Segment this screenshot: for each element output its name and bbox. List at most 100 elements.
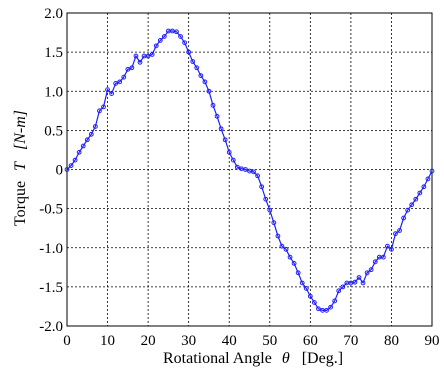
data-point bbox=[393, 231, 398, 237]
data-point bbox=[251, 169, 256, 175]
data-point bbox=[190, 59, 196, 64]
data-point bbox=[360, 280, 366, 286]
data-point bbox=[109, 91, 115, 96]
data-point bbox=[429, 168, 435, 174]
x-tick-label: 10 bbox=[100, 333, 115, 349]
data-point bbox=[372, 259, 378, 265]
y-tick-label: -1.0 bbox=[39, 241, 63, 257]
data-point bbox=[157, 37, 163, 43]
data-point bbox=[133, 53, 139, 59]
data-point bbox=[137, 59, 143, 65]
data-point bbox=[76, 149, 82, 155]
data-point bbox=[384, 243, 390, 249]
y-tick-label: 1.0 bbox=[44, 84, 63, 100]
data-point bbox=[117, 79, 123, 85]
y-tick-label: -0.5 bbox=[39, 202, 63, 218]
y-axis-title-unit: [N-m] bbox=[12, 110, 29, 150]
data-point bbox=[307, 293, 313, 299]
x-tick-label: 50 bbox=[262, 333, 277, 349]
data-point bbox=[145, 53, 151, 59]
y-axis-title-symbol: T bbox=[12, 161, 29, 171]
data-point bbox=[417, 190, 423, 196]
y-tick-label: 1.5 bbox=[44, 45, 63, 61]
data-point bbox=[214, 113, 220, 119]
data-point bbox=[84, 137, 90, 143]
x-tick-label: 70 bbox=[343, 333, 358, 349]
data-point bbox=[174, 29, 179, 35]
x-tick-label: 90 bbox=[425, 333, 440, 349]
data-point bbox=[101, 104, 106, 110]
data-point bbox=[105, 87, 110, 93]
data-point bbox=[413, 196, 419, 202]
y-tick-label: -2.0 bbox=[39, 319, 63, 335]
data-point bbox=[291, 261, 297, 266]
data-point bbox=[283, 246, 289, 252]
x-tick-label: 60 bbox=[303, 333, 318, 349]
x-axis-title-symbol: θ bbox=[282, 350, 290, 367]
data-point bbox=[210, 102, 216, 108]
data-point bbox=[80, 143, 86, 149]
data-point bbox=[421, 184, 427, 190]
data-point bbox=[405, 207, 411, 213]
data-point bbox=[352, 279, 358, 285]
data-point bbox=[299, 280, 305, 286]
data-point bbox=[336, 288, 342, 294]
data-point bbox=[332, 298, 338, 304]
data-point bbox=[121, 74, 127, 80]
data-point bbox=[311, 300, 317, 305]
data-point bbox=[206, 88, 212, 94]
y-tick-label: 0 bbox=[56, 163, 64, 179]
data-point bbox=[295, 270, 301, 276]
grid-lines bbox=[67, 13, 432, 326]
data-point bbox=[202, 79, 208, 85]
data-point bbox=[218, 126, 224, 132]
data-point bbox=[129, 65, 135, 71]
x-axis-title-unit: [Deg.] bbox=[302, 350, 343, 367]
data-point bbox=[389, 246, 394, 252]
data-point bbox=[243, 167, 248, 172]
x-tick-label: 30 bbox=[181, 333, 196, 349]
series-layer bbox=[64, 28, 435, 313]
data-point bbox=[92, 124, 98, 129]
data-point bbox=[275, 233, 281, 239]
data-point bbox=[234, 164, 240, 170]
data-point bbox=[279, 243, 285, 249]
x-axis-title-main: Rotational Angle bbox=[163, 350, 272, 367]
data-point bbox=[149, 52, 155, 57]
data-point bbox=[303, 286, 309, 291]
data-point bbox=[271, 220, 277, 226]
data-point bbox=[182, 40, 188, 46]
y-axis-title: Torque T [N-m] bbox=[12, 110, 29, 226]
y-tick-label: 2.0 bbox=[44, 6, 63, 22]
data-point bbox=[324, 307, 329, 313]
x-tick-label: 80 bbox=[384, 333, 399, 349]
x-tick-label: 40 bbox=[222, 333, 237, 349]
data-point bbox=[64, 167, 70, 172]
x-axis-title: Rotational Angle θ [Deg.] bbox=[163, 350, 343, 367]
data-point bbox=[198, 73, 204, 78]
data-point bbox=[259, 184, 265, 190]
data-point bbox=[153, 43, 159, 49]
data-point bbox=[356, 275, 362, 280]
data-point bbox=[401, 215, 407, 221]
y-tick-label: 0.5 bbox=[44, 123, 63, 139]
data-point bbox=[68, 163, 74, 168]
data-point bbox=[226, 149, 232, 155]
data-point bbox=[97, 108, 102, 114]
data-point bbox=[222, 137, 228, 143]
x-tick-label: 20 bbox=[141, 333, 156, 349]
y-tick-label: -1.5 bbox=[39, 280, 63, 296]
data-point bbox=[328, 304, 334, 310]
y-tick-labels: 2.0 1.5 1.0 0.5 0 -0.5 -1.0 -1.5 -2.0 bbox=[39, 6, 63, 335]
data-point bbox=[397, 228, 402, 233]
data-point bbox=[380, 254, 386, 260]
data-point bbox=[230, 157, 236, 163]
data-point bbox=[287, 254, 293, 260]
x-tick-label: 0 bbox=[63, 333, 71, 349]
data-point bbox=[340, 284, 346, 290]
data-point bbox=[72, 157, 78, 163]
x-tick-labels: 0 10 20 30 40 50 60 70 80 90 bbox=[63, 333, 439, 349]
data-point bbox=[178, 34, 183, 39]
data-point bbox=[263, 196, 269, 202]
data-point bbox=[267, 207, 273, 213]
